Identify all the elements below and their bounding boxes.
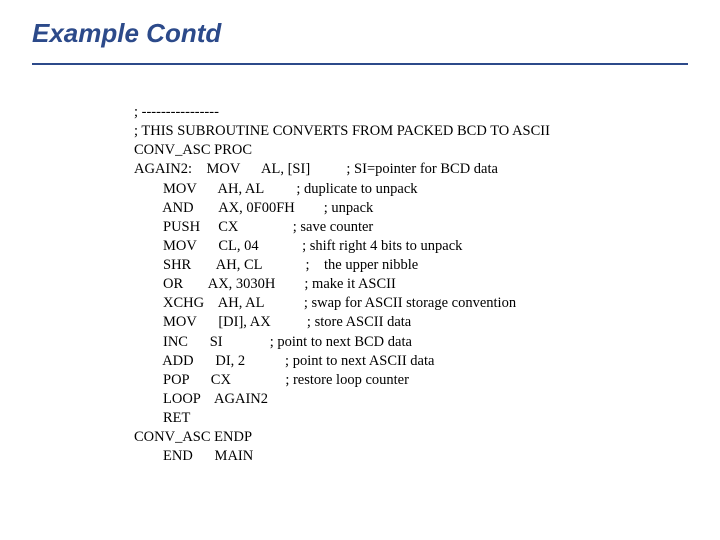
title-rule: [32, 63, 688, 65]
slide-title: Example Contd: [32, 18, 688, 63]
code-block: ; ---------------- ; THIS SUBROUTINE CON…: [134, 103, 688, 466]
slide: Example Contd ; ---------------- ; THIS …: [0, 0, 720, 540]
